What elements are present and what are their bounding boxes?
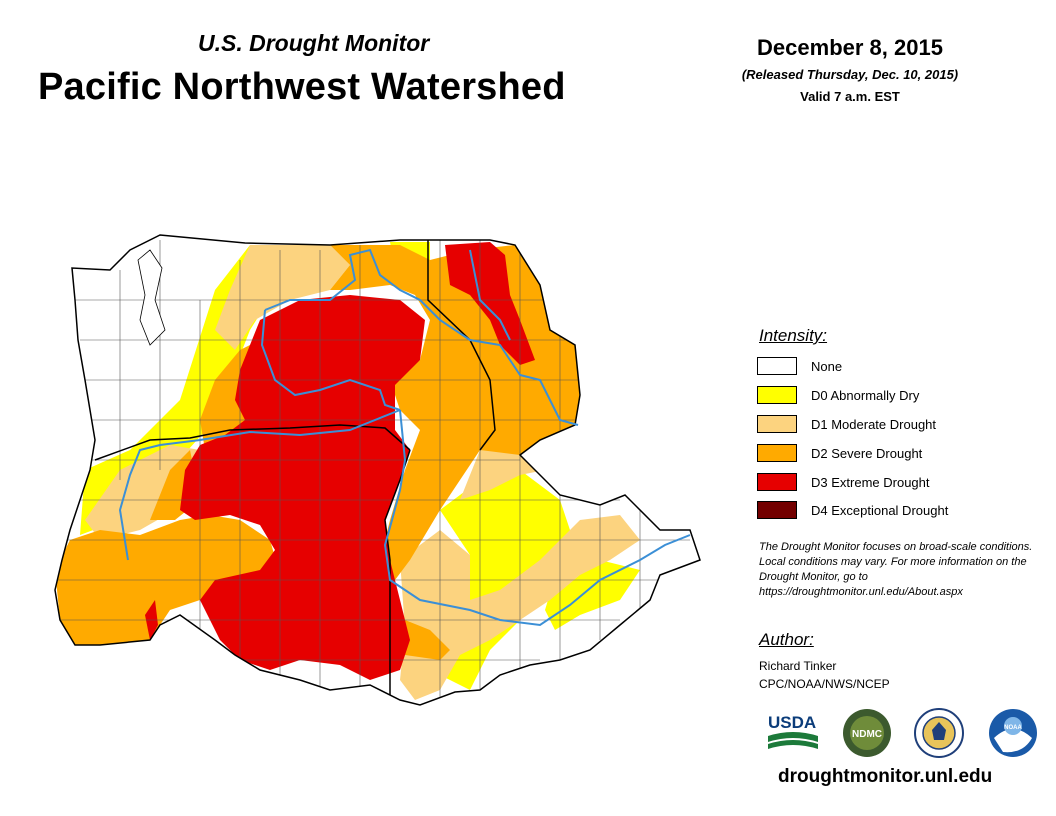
map-note: The Drought Monitor focuses on broad-sca… [759, 541, 1033, 598]
ndmc-logo: NDMC [842, 708, 892, 763]
d1-area-north [215, 245, 350, 350]
commerce-seal [914, 708, 964, 763]
map-title: Pacific Northwest Watershed [38, 66, 566, 108]
legend-label: D3 Extreme Drought [811, 474, 930, 490]
swatch-d1 [757, 415, 797, 433]
usda-logo-text: USDA [768, 713, 816, 732]
map-date: December 8, 2015 [757, 35, 943, 60]
legend-item-d2: D2 Severe Drought [757, 443, 922, 463]
d2-area-south [405, 620, 450, 660]
swatch-d4 [757, 501, 797, 519]
website-url[interactable]: droughtmonitor.unl.edu [778, 766, 993, 787]
author-heading: Author: [759, 630, 814, 649]
legend-label: D4 Exceptional Drought [811, 502, 949, 518]
noaa-logo-text: NOAA [1004, 725, 1022, 731]
d3-area-northeast [445, 242, 535, 365]
swatch-d0 [757, 386, 797, 404]
legend-label: None [811, 358, 843, 374]
author-org: CPC/NOAA/NWS/NCEP [759, 677, 890, 691]
valid-time: Valid 7 a.m. EST [800, 89, 900, 104]
map-subtitle: U.S. Drought Monitor [198, 30, 430, 56]
author-block: Richard Tinker CPC/NOAA/NWS/NCEP [759, 657, 890, 693]
legend-item-d4: D4 Exceptional Drought [757, 500, 948, 520]
noaa-logo: NOAA [988, 708, 1038, 763]
swatch-none [757, 357, 797, 375]
legend-item-d0: D0 Abnormally Dry [757, 385, 919, 405]
region-border [54, 234, 701, 706]
rivers [118, 248, 691, 627]
swatch-d2 [757, 444, 797, 462]
legend-item-none: None [757, 356, 842, 376]
d3-area-main [180, 295, 425, 680]
release-date: (Released Thursday, Dec. 10, 2015) [741, 67, 959, 82]
legend-item-d3: D3 Extreme Drought [757, 472, 930, 492]
author-name: Richard Tinker [759, 659, 837, 673]
legend-item-d1: D1 Moderate Drought [757, 414, 936, 434]
legend-label: D1 Moderate Drought [811, 416, 937, 432]
legend-label: D0 Abnormally Dry [811, 387, 920, 403]
legend-label: D2 Severe Drought [811, 445, 923, 461]
legend-title: Intensity: [759, 326, 828, 345]
usda-logo: USDA [766, 708, 820, 757]
swatch-d3 [757, 473, 797, 491]
drought-map [54, 234, 701, 706]
ndmc-logo-text: NDMC [852, 729, 882, 740]
puget-sound [137, 249, 166, 346]
